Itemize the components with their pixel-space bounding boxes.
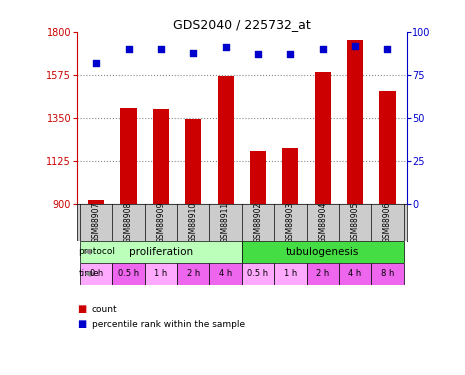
Bar — [88, 200, 104, 204]
Text: GSM88903: GSM88903 — [286, 202, 295, 243]
Point — [319, 46, 326, 52]
Bar — [242, 241, 404, 263]
Text: 0.5 h: 0.5 h — [247, 270, 269, 279]
Bar — [80, 241, 242, 263]
Bar — [80, 263, 113, 285]
Text: GSM88902: GSM88902 — [253, 202, 262, 243]
Text: 8 h: 8 h — [381, 270, 394, 279]
Point — [93, 60, 100, 66]
Text: 2 h: 2 h — [316, 270, 329, 279]
Title: GDS2040 / 225732_at: GDS2040 / 225732_at — [173, 18, 311, 31]
Point — [286, 51, 294, 57]
Bar — [113, 263, 145, 285]
Bar — [209, 263, 242, 285]
Text: count: count — [92, 305, 117, 314]
Bar — [306, 263, 339, 285]
Bar — [339, 263, 371, 285]
Text: GSM88908: GSM88908 — [124, 202, 133, 243]
Text: GSM88910: GSM88910 — [189, 202, 198, 243]
Text: 4 h: 4 h — [219, 270, 232, 279]
Bar — [145, 263, 177, 285]
Text: proliferation: proliferation — [129, 247, 193, 257]
Bar — [315, 72, 331, 204]
Bar — [371, 263, 404, 285]
Text: 0.5 h: 0.5 h — [118, 270, 139, 279]
Bar — [218, 76, 234, 204]
Text: GSM88909: GSM88909 — [156, 202, 166, 243]
Point — [157, 46, 165, 52]
Text: 2 h: 2 h — [186, 270, 200, 279]
Bar — [120, 108, 137, 204]
Bar — [347, 39, 363, 204]
Text: ■: ■ — [77, 304, 86, 314]
Text: ■: ■ — [77, 320, 86, 329]
Bar — [242, 263, 274, 285]
Point — [384, 46, 391, 52]
Point — [190, 50, 197, 55]
Bar — [282, 147, 299, 204]
Point — [352, 43, 359, 49]
Text: GSM88911: GSM88911 — [221, 202, 230, 243]
Text: tubulogenesis: tubulogenesis — [286, 247, 359, 257]
Bar — [379, 91, 396, 204]
Text: 1 h: 1 h — [284, 270, 297, 279]
Point — [125, 46, 132, 52]
Text: percentile rank within the sample: percentile rank within the sample — [92, 320, 245, 329]
Text: GSM88906: GSM88906 — [383, 202, 392, 243]
Text: protocol: protocol — [78, 248, 115, 256]
Text: 4 h: 4 h — [348, 270, 362, 279]
Bar — [250, 152, 266, 204]
Point — [254, 51, 262, 57]
Text: GSM88905: GSM88905 — [351, 202, 359, 243]
Bar — [153, 109, 169, 204]
Text: GSM88907: GSM88907 — [92, 202, 100, 243]
Bar — [177, 263, 209, 285]
Text: time: time — [78, 270, 99, 279]
Point — [222, 44, 229, 50]
Text: GSM88904: GSM88904 — [318, 202, 327, 243]
Text: 1 h: 1 h — [154, 270, 167, 279]
Bar — [185, 119, 201, 204]
Bar — [274, 263, 306, 285]
Text: 0 h: 0 h — [90, 270, 103, 279]
